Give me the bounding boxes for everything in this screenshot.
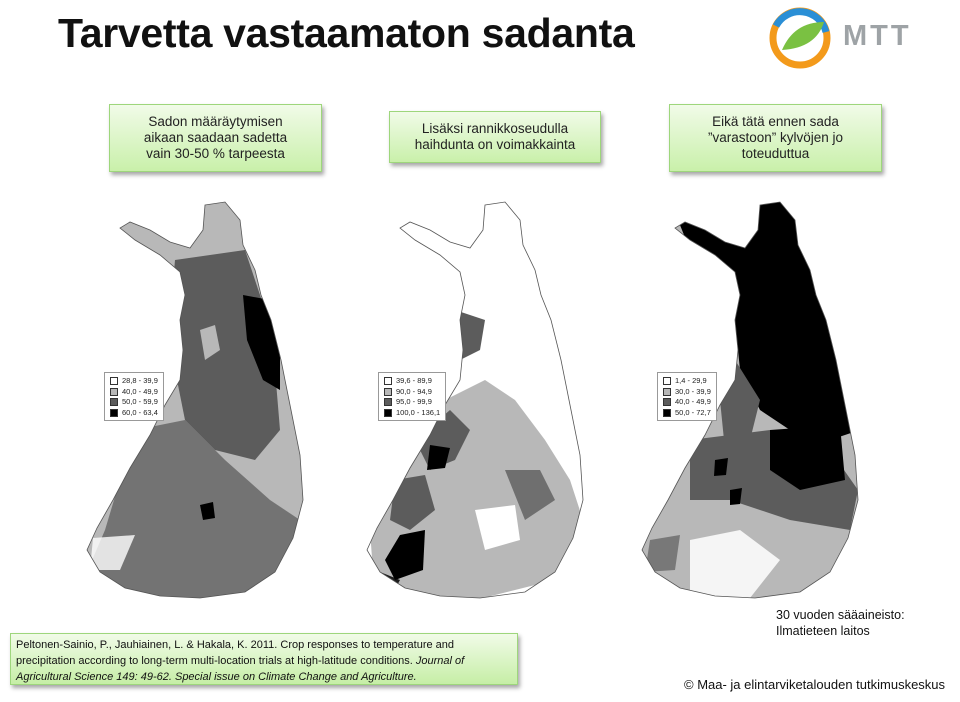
- legend-swatch: [384, 398, 392, 407]
- legend-1-row: 60,0 - 63,4: [110, 408, 158, 419]
- legend-3-row: 1,4 - 29,9: [663, 376, 711, 387]
- callout-box-2: Lisäksi rannikkoseudulla haihdunta on vo…: [389, 111, 601, 163]
- legend-2-row: 100,0 - 136,1: [384, 408, 440, 419]
- legend-3-row: 30,0 - 39,9: [663, 387, 711, 398]
- callout-2-line-2: haihdunta on voimakkainta: [414, 137, 576, 152]
- legend-map-2: 39,6 - 89,9 90,0 - 94,9 95,0 - 99,9 100,…: [378, 372, 447, 422]
- legend-2-label-2: 90,0 - 94,9: [396, 386, 432, 396]
- legend-3-label-4: 50,0 - 72,7: [675, 407, 711, 417]
- legend-3-label-1: 1,4 - 29,9: [675, 376, 707, 385]
- legend-1-label-3: 50,0 - 59,9: [122, 397, 158, 407]
- legend-3-row: 40,0 - 49,9: [663, 397, 711, 408]
- mtt-logo-icon: [769, 7, 831, 69]
- legend-2-row: 90,0 - 94,9: [384, 387, 440, 398]
- data-source-note: 30 vuoden sääaineisto: Ilmatieteen laito…: [776, 607, 905, 639]
- legend-3-label-2: 30,0 - 39,9: [675, 386, 711, 396]
- legend-3-label-3: 40,0 - 49,9: [675, 397, 711, 407]
- legend-1-label-4: 60,0 - 63,4: [122, 407, 158, 417]
- legend-swatch: [110, 409, 118, 418]
- legend-3-row: 50,0 - 72,7: [663, 408, 711, 419]
- legend-swatch: [110, 387, 118, 396]
- legend-swatch: [663, 398, 671, 407]
- reference-text: Peltonen-Sainio, P., Jauhiainen, L. & Ha…: [16, 639, 455, 667]
- legend-map-3: 1,4 - 29,9 30,0 - 39,9 40,0 - 49,9 50,0 …: [657, 372, 717, 422]
- source-line-1: 30 vuoden sääaineisto:: [776, 608, 905, 622]
- copyright-footer: © Maa- ja elintarviketalouden tutkimuske…: [684, 677, 946, 692]
- callout-2-line-1: Lisäksi rannikkoseudulla: [421, 121, 569, 136]
- callout-box-1: Sadon määräytymisen aikaan saadaan sadet…: [109, 104, 322, 172]
- slide-title: Tarvetta vastaamaton sadanta: [58, 10, 635, 56]
- legend-swatch: [110, 398, 118, 407]
- legend-swatch: [384, 409, 392, 418]
- legend-2-label-3: 95,0 - 99,9: [396, 397, 432, 407]
- callout-3-line-1: Eikä tätä ennen sada: [712, 114, 839, 129]
- callout-box-3: Eikä tätä ennen sada ”varastoon” kylvöje…: [669, 104, 882, 172]
- callout-1-line-1: Sadon määräytymisen: [148, 114, 283, 129]
- legend-map-1: 28,8 - 39,9 40,0 - 49,9 50,0 - 59,9 60,0…: [104, 372, 164, 422]
- legend-swatch: [663, 409, 671, 418]
- reference-box: Peltonen-Sainio, P., Jauhiainen, L. & Ha…: [10, 633, 518, 685]
- legend-swatch: [384, 387, 392, 396]
- callout-3-line-2: ”varastoon” kylvöjen jo: [707, 130, 844, 145]
- callout-1-line-2: aikaan saadaan sadetta: [143, 130, 288, 145]
- legend-2-label-1: 39,6 - 89,9: [396, 376, 432, 385]
- legend-1-label-1: 28,8 - 39,9: [122, 376, 158, 385]
- source-line-2: Ilmatieteen laitos: [776, 624, 870, 638]
- callout-3-line-3: toteuduttua: [741, 146, 810, 161]
- reference-journal: Journal of Agricultural Science 149: 49-…: [16, 655, 465, 683]
- legend-swatch: [384, 377, 392, 386]
- legend-1-row: 28,8 - 39,9: [110, 376, 158, 387]
- legend-2-row: 95,0 - 99,9: [384, 397, 440, 408]
- legend-2-row: 39,6 - 89,9: [384, 376, 440, 387]
- legend-1-label-2: 40,0 - 49,9: [122, 386, 158, 396]
- legend-swatch: [663, 387, 671, 396]
- legend-swatch: [663, 377, 671, 386]
- legend-1-row: 50,0 - 59,9: [110, 397, 158, 408]
- logo-text: MTT: [843, 20, 912, 52]
- legend-1-row: 40,0 - 49,9: [110, 387, 158, 398]
- legend-swatch: [110, 377, 118, 386]
- legend-2-label-4: 100,0 - 136,1: [396, 407, 441, 417]
- callout-1-line-3: vain 30-50 % tarpeesta: [146, 146, 285, 161]
